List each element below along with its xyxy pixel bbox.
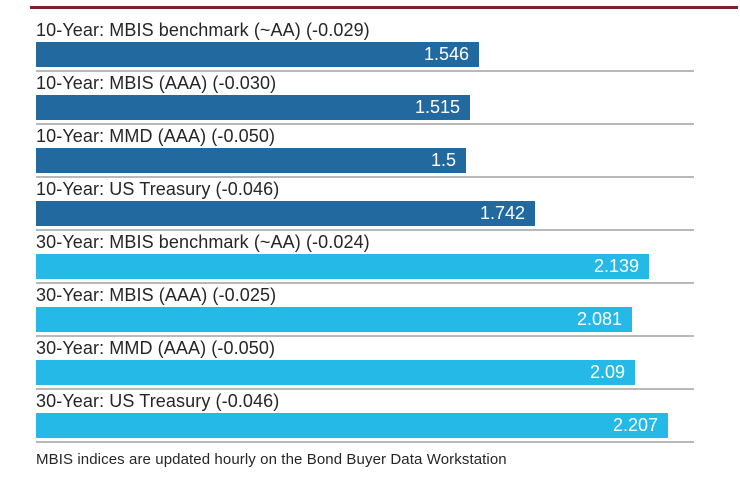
bar-value-label: 1.5 xyxy=(430,150,456,170)
bar: 1.546 xyxy=(36,42,479,67)
chart-row: 30-Year: MMD (AAA) (-0.050) 2.09 xyxy=(36,339,694,392)
bar-value-label: 1.515 xyxy=(414,97,460,117)
row-divider-line xyxy=(36,441,694,443)
bar-value-label: 2.081 xyxy=(576,309,622,329)
brand-accent-line xyxy=(30,6,738,9)
bar: 2.081 xyxy=(36,307,632,332)
bar-value-label: 1.546 xyxy=(423,44,469,64)
bar: 1.742 xyxy=(36,201,535,226)
bar: 2.139 xyxy=(36,254,649,279)
row-divider-line xyxy=(36,70,694,72)
row-divider-line xyxy=(36,282,694,284)
bar: 1.5 xyxy=(36,148,466,173)
bar-value-label: 2.139 xyxy=(593,256,639,276)
bar: 2.09 xyxy=(36,360,635,385)
row-divider-line xyxy=(36,176,694,178)
footnote: MBIS indices are updated hourly on the B… xyxy=(36,451,507,468)
bar-value-label: 1.742 xyxy=(479,203,525,223)
bar: 1.515 xyxy=(36,95,470,120)
chart-row: 30-Year: MBIS (AAA) (-0.025) 2.081 xyxy=(36,286,694,339)
row-divider-line xyxy=(36,229,694,231)
bar-label: 30-Year: MBIS (AAA) (-0.025) xyxy=(36,285,277,305)
chart-row: 10-Year: MBIS (AAA) (-0.030) 1.515 xyxy=(36,74,694,127)
bar-label: 10-Year: US Treasury (-0.046) xyxy=(36,179,280,199)
bar: 2.207 xyxy=(36,413,668,438)
bar-chart: 10-Year: MBIS benchmark (~AA) (-0.029) 1… xyxy=(36,21,694,445)
chart-row: 10-Year: MMD (AAA) (-0.050) 1.5 xyxy=(36,127,694,180)
bar-value-label: 2.09 xyxy=(589,362,625,382)
chart-row: 30-Year: US Treasury (-0.046) 2.207 xyxy=(36,392,694,445)
row-divider-line xyxy=(36,123,694,125)
chart-row: 10-Year: US Treasury (-0.046) 1.742 xyxy=(36,180,694,233)
bar-label: 30-Year: US Treasury (-0.046) xyxy=(36,391,280,411)
chart-row: 10-Year: MBIS benchmark (~AA) (-0.029) 1… xyxy=(36,21,694,74)
bar-value-label: 2.207 xyxy=(612,415,658,435)
bar-label: 10-Year: MMD (AAA) (-0.050) xyxy=(36,126,276,146)
bar-label: 30-Year: MMD (AAA) (-0.050) xyxy=(36,338,276,358)
bar-label: 10-Year: MBIS benchmark (~AA) (-0.029) xyxy=(36,20,370,40)
bar-label: 30-Year: MBIS benchmark (~AA) (-0.024) xyxy=(36,232,370,252)
row-divider-line xyxy=(36,388,694,390)
chart-row: 30-Year: MBIS benchmark (~AA) (-0.024) 2… xyxy=(36,233,694,286)
bar-label: 10-Year: MBIS (AAA) (-0.030) xyxy=(36,73,277,93)
row-divider-line xyxy=(36,335,694,337)
